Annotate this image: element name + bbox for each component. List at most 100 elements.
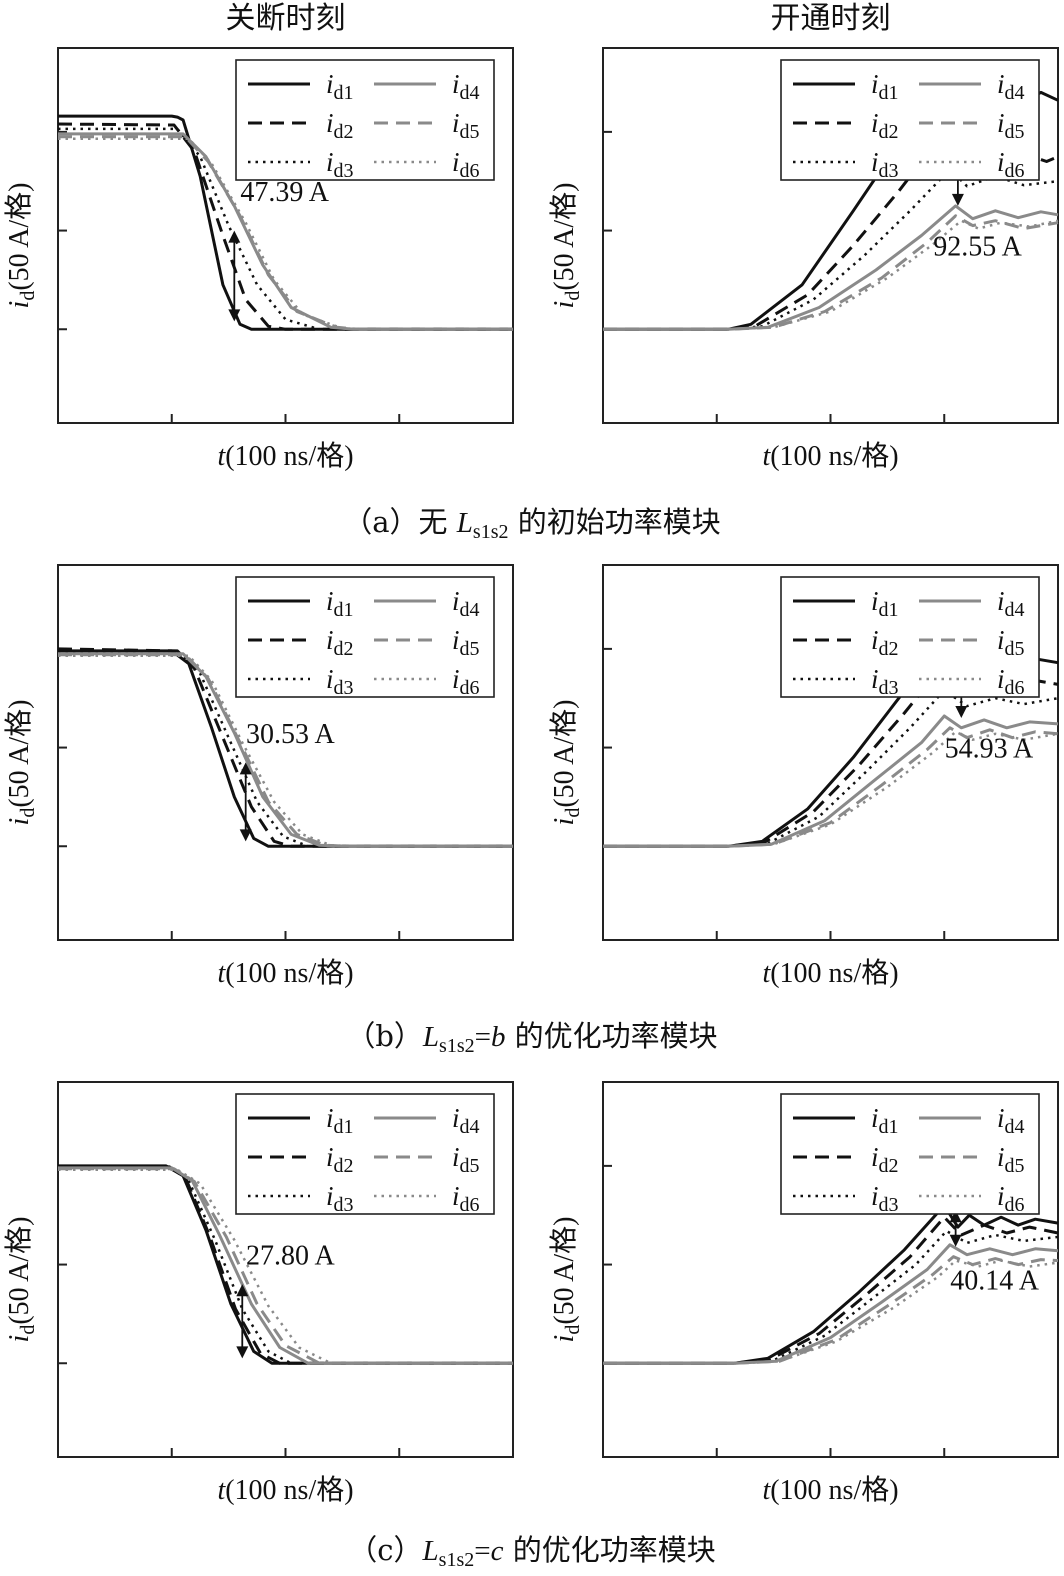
delta-annotation: 40.14 A	[950, 1265, 1039, 1296]
delta-arrow-head-up	[949, 1210, 962, 1223]
series-line-i-d5	[603, 726, 1059, 848]
caption-subscript: s1s2	[439, 1035, 475, 1057]
y-axis-unit: (50 A/格)	[548, 1217, 580, 1325]
y-axis-label: id(50 A/格)	[548, 700, 584, 826]
legend-label-i-d2: id2	[326, 1142, 354, 1177]
y-axis-unit: (50 A/格)	[3, 1217, 35, 1325]
legend-box	[235, 59, 495, 181]
delta-arrow-head-down	[236, 1346, 249, 1359]
legend-label-subscript: d5	[1005, 1155, 1025, 1177]
delta-annotation: 30.53 A	[246, 719, 335, 750]
y-axis-subscript: d	[17, 1325, 39, 1335]
delta-annotation: 92.55 A	[933, 231, 1022, 262]
legend-label-subscript: d2	[334, 638, 354, 660]
x-axis-label: t(100 ns/格)	[217, 957, 353, 989]
y-axis-symbol: i	[549, 1335, 580, 1343]
series-line-i-d3	[58, 127, 513, 331]
x-axis-unit: (100 ns/格)	[770, 1474, 898, 1506]
legend-label-subscript: d3	[879, 677, 899, 699]
legend-label-subscript: d1	[879, 1116, 899, 1138]
legend-box	[780, 1093, 1040, 1215]
y-axis-symbol: i	[549, 818, 580, 826]
series-line-i-d6	[58, 1168, 513, 1365]
delta-arrow-head-down	[239, 829, 252, 842]
x-axis-symbol: t	[762, 441, 771, 472]
column-title-on: 开通时刻	[771, 1, 891, 36]
legend-label-i-d3: id3	[871, 664, 899, 699]
caption-b: （b）Ls1s2=b 的优化功率模块	[346, 1019, 717, 1057]
series-line-i-d5	[603, 1255, 1059, 1365]
caption-subscript: s1s2	[439, 1549, 475, 1571]
legend-label-subscript: d2	[879, 638, 899, 660]
legend-label-subscript: d1	[879, 599, 899, 621]
caption-prefix: （b）	[346, 1019, 423, 1053]
x-axis-label: t(100 ns/格)	[217, 440, 353, 472]
legend-box	[780, 59, 1040, 181]
legend-label-subscript: d6	[1005, 1194, 1025, 1216]
series-line-i-d6	[58, 137, 513, 331]
legend-label-subscript: d2	[334, 1155, 354, 1177]
delta-annotation: 27.80 A	[246, 1241, 335, 1272]
y-axis-unit: (50 A/格)	[3, 700, 35, 808]
caption-subscript: s1s2	[473, 521, 509, 543]
y-axis-subscript: d	[562, 1325, 584, 1335]
caption-symbol: L	[422, 1021, 439, 1053]
legend-label-subscript: d6	[1005, 160, 1025, 182]
legend-label-subscript: d5	[460, 121, 480, 143]
legend-label-i-d3: id3	[871, 1181, 899, 1216]
legend-label-subscript: d2	[879, 121, 899, 143]
legend-label-subscript: d5	[1005, 121, 1025, 143]
x-axis-symbol: t	[217, 441, 226, 472]
legend-label-subscript: d5	[460, 1155, 480, 1177]
caption-prefix: （c）	[348, 1533, 422, 1567]
y-axis-label: id(50 A/格)	[3, 700, 39, 826]
legend-label-subscript: d3	[879, 1194, 899, 1216]
series-line-i-d3	[58, 1166, 513, 1365]
legend-label-subscript: d4	[460, 82, 480, 104]
series-line-i-d4	[603, 1243, 1059, 1365]
y-axis-unit: (50 A/格)	[548, 183, 580, 291]
x-axis-label: t(100 ns/格)	[762, 957, 898, 989]
x-axis-label: t(100 ns/格)	[762, 440, 898, 472]
legend-label-subscript: d3	[334, 160, 354, 182]
series-line-i-d5	[58, 135, 513, 331]
legend-label-subscript: d3	[334, 677, 354, 699]
caption-symbol: L	[456, 507, 473, 539]
x-axis-symbol: t	[217, 1475, 226, 1506]
legend-label-subscript: d1	[334, 82, 354, 104]
delta-arrow-head-up	[228, 230, 241, 243]
y-axis-symbol: i	[4, 818, 35, 826]
x-axis-unit: (100 ns/格)	[770, 440, 898, 472]
x-axis-label: t(100 ns/格)	[762, 1474, 898, 1506]
legend-label-subscript: d3	[879, 160, 899, 182]
caption-c: （c）Ls1s2=c 的优化功率模块	[348, 1533, 715, 1571]
delta-arrow-head-down	[955, 705, 968, 718]
x-axis-symbol: t	[762, 958, 771, 989]
delta-arrow-head-down	[228, 309, 241, 322]
legend-label-i-d6: id6	[452, 664, 480, 699]
column-title-off: 关断时刻	[226, 1, 346, 36]
delta-annotation: 54.93 A	[945, 734, 1034, 765]
caption-equals: =	[474, 1535, 490, 1567]
x-axis-unit: (100 ns/格)	[225, 440, 353, 472]
legend-label-subscript: d6	[1005, 677, 1025, 699]
x-axis-unit: (100 ns/格)	[225, 957, 353, 989]
caption-suffix: 的初始功率模块	[509, 505, 721, 539]
y-axis-symbol: i	[4, 301, 35, 309]
legend-label-subscript: d4	[1005, 599, 1025, 621]
y-axis-unit: (50 A/格)	[548, 700, 580, 808]
y-axis-label: id(50 A/格)	[548, 1217, 584, 1343]
delta-arrow-head-up	[236, 1284, 249, 1297]
delta-arrow-head-down	[949, 1234, 962, 1247]
y-axis-label: id(50 A/格)	[548, 183, 584, 309]
legend-label-subscript: d6	[460, 677, 480, 699]
delta-arrow-head-up	[239, 762, 252, 775]
legend-label-subscript: d2	[879, 1155, 899, 1177]
y-axis-label: id(50 A/格)	[3, 183, 39, 309]
caption-a: （a）无 Ls1s2 的初始功率模块	[343, 505, 720, 543]
